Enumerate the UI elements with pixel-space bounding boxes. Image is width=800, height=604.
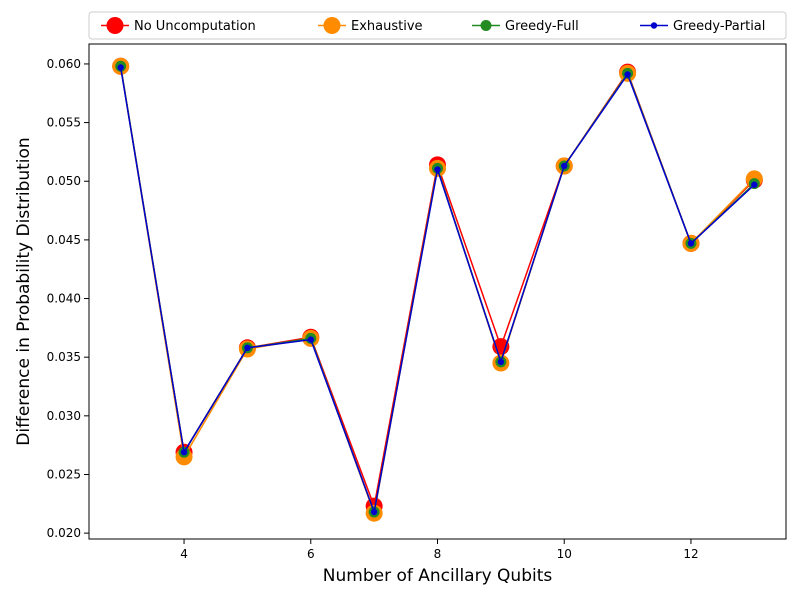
x-tick-label: 8 — [434, 547, 442, 561]
legend-label: Greedy-Full — [505, 19, 579, 34]
series-layer — [112, 57, 763, 522]
series-line — [119, 66, 755, 509]
data-point — [117, 64, 124, 71]
series-2 — [115, 60, 760, 518]
y-tick-label: 0.060 — [47, 57, 81, 71]
legend-entry-3: Greedy-Partial — [640, 19, 765, 34]
y-tick-label: 0.025 — [47, 467, 81, 481]
series-1 — [112, 57, 763, 522]
y-tick-label: 0.050 — [47, 174, 81, 188]
series-line — [119, 66, 755, 517]
legend-marker — [323, 17, 341, 34]
data-point — [624, 71, 631, 78]
y-tick-label: 0.045 — [47, 233, 81, 247]
x-tick-label: 10 — [557, 547, 572, 561]
legend-entry-0: No Uncomputation — [101, 17, 256, 34]
x-tick-label: 12 — [683, 547, 698, 561]
legend-marker — [650, 22, 658, 29]
data-point — [561, 162, 568, 170]
y-axis-title: Difference in Probability Distribution — [14, 137, 34, 445]
y-tick-label: 0.055 — [47, 116, 81, 130]
y-axis: 0.020 0.025 0.030 0.035 0.040 0.045 0.050 0.055… — [47, 57, 89, 540]
data-point — [370, 508, 378, 516]
y-tick-label: 0.035 — [47, 350, 81, 364]
data-point — [497, 358, 505, 366]
data-point — [434, 166, 441, 173]
y-tick-label: 0.040 — [47, 292, 81, 306]
legend-marker — [106, 17, 124, 34]
series-3 — [117, 64, 758, 516]
x-tick-label: 6 — [307, 547, 315, 561]
legend-label: Greedy-Partial — [673, 19, 765, 34]
data-point — [307, 336, 314, 343]
series-line — [119, 67, 755, 515]
plot-frame — [88, 43, 787, 540]
x-axis: 4 6 8 10 12 — [180, 539, 699, 561]
legend-entry-2: Greedy-Full — [472, 19, 579, 34]
legend-label: No Uncomputation — [134, 19, 256, 34]
legend-box — [88, 11, 787, 40]
legend-marker — [480, 20, 492, 31]
legend-entry-1: Exhaustive — [318, 17, 423, 34]
y-tick-label: 0.020 — [47, 526, 81, 540]
data-point — [751, 181, 758, 188]
series-0 — [112, 57, 763, 515]
x-axis-title: Number of Ancillary Qubits — [323, 566, 553, 586]
x-tick-label: 4 — [180, 547, 188, 561]
y-tick-label: 0.030 — [47, 409, 81, 423]
legend-label: Exhaustive — [351, 19, 423, 34]
data-point — [180, 448, 188, 456]
data-point — [244, 344, 251, 352]
legend: No Uncomputation Exhaustive Greedy-Full Gre… — [88, 11, 787, 40]
series-line — [119, 66, 755, 515]
data-point — [687, 240, 695, 247]
